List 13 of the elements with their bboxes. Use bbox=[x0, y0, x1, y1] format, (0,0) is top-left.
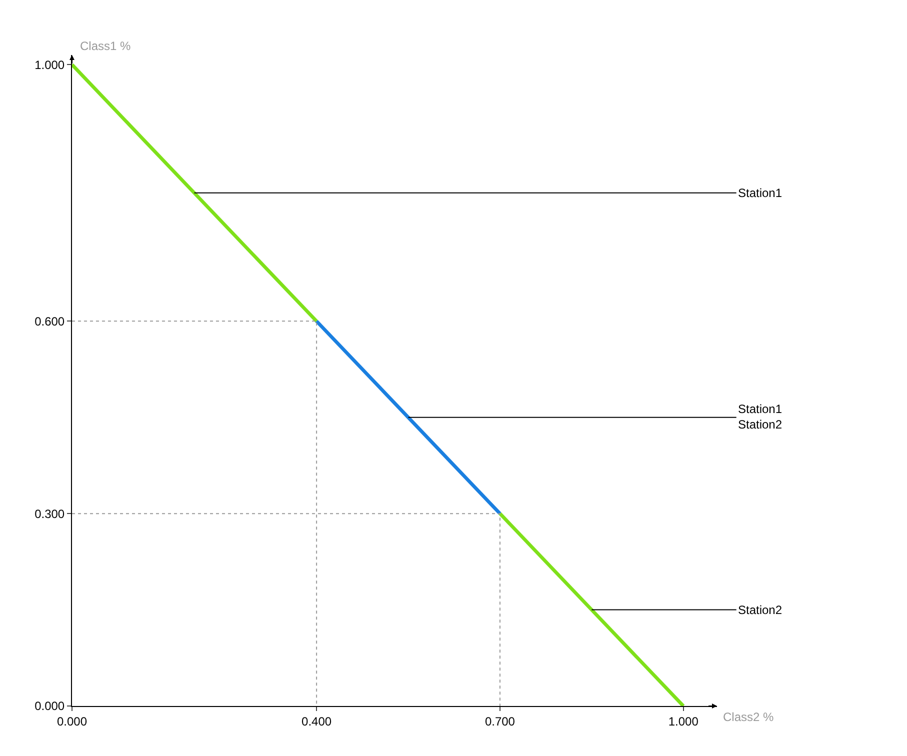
y-tick-label: 0.000 bbox=[34, 699, 65, 714]
x-axis-title: Class2 % bbox=[723, 710, 774, 724]
y-tick-label: 0.300 bbox=[34, 506, 65, 521]
annotation: Station1 bbox=[738, 186, 782, 200]
y-axis-title: Class1 % bbox=[80, 39, 132, 53]
x-tick-label: 0.700 bbox=[484, 714, 516, 728]
x-tick-label: 0.000 bbox=[56, 714, 88, 728]
annotation: Station1 Station2 bbox=[738, 402, 782, 432]
x-tick-label: 1.000 bbox=[668, 714, 699, 728]
y-tick-label: 0.600 bbox=[34, 314, 65, 328]
y-tick-label: 1.000 bbox=[34, 58, 65, 72]
x-tick-label: 0.400 bbox=[302, 714, 332, 728]
annotation: Station2 bbox=[738, 603, 782, 617]
